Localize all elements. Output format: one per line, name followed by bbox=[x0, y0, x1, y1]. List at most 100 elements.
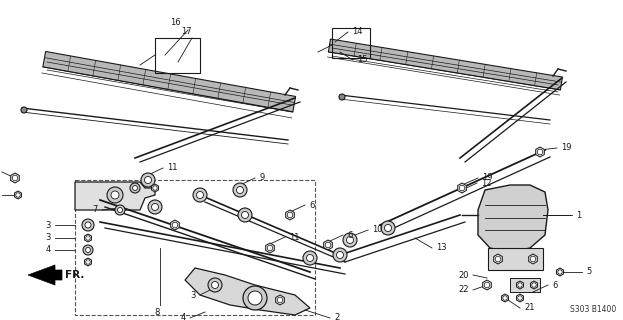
Polygon shape bbox=[43, 52, 296, 112]
Polygon shape bbox=[14, 191, 21, 199]
Circle shape bbox=[148, 200, 162, 214]
Bar bbox=[488, 248, 543, 270]
Text: 20: 20 bbox=[459, 270, 469, 279]
Circle shape bbox=[248, 291, 262, 305]
Text: 13: 13 bbox=[436, 244, 447, 252]
Circle shape bbox=[86, 236, 90, 240]
Text: 7: 7 bbox=[93, 205, 98, 214]
Circle shape bbox=[196, 191, 204, 198]
Circle shape bbox=[141, 173, 155, 187]
Text: 3: 3 bbox=[45, 220, 51, 229]
Text: 5: 5 bbox=[586, 268, 591, 276]
Circle shape bbox=[208, 278, 222, 292]
Bar bbox=[75, 180, 315, 315]
Circle shape bbox=[558, 270, 562, 274]
Polygon shape bbox=[151, 184, 158, 192]
Circle shape bbox=[21, 107, 27, 113]
Circle shape bbox=[532, 283, 536, 287]
Bar bbox=[155, 38, 200, 73]
Bar bbox=[510, 278, 540, 292]
Polygon shape bbox=[28, 265, 62, 285]
Polygon shape bbox=[516, 294, 523, 302]
Circle shape bbox=[503, 296, 507, 300]
Text: S303 B1400: S303 B1400 bbox=[570, 306, 616, 315]
Text: 3: 3 bbox=[45, 234, 51, 243]
Polygon shape bbox=[536, 147, 545, 157]
Polygon shape bbox=[275, 295, 284, 305]
Circle shape bbox=[151, 204, 158, 211]
Circle shape bbox=[333, 248, 347, 262]
Text: 6: 6 bbox=[552, 281, 558, 290]
Circle shape bbox=[484, 282, 490, 288]
Text: 14: 14 bbox=[352, 28, 363, 36]
Circle shape bbox=[267, 245, 273, 251]
Circle shape bbox=[133, 186, 138, 190]
Polygon shape bbox=[85, 258, 92, 266]
Polygon shape bbox=[529, 254, 537, 264]
Circle shape bbox=[518, 283, 522, 287]
Circle shape bbox=[459, 185, 465, 191]
Circle shape bbox=[339, 94, 345, 100]
Text: 9: 9 bbox=[259, 173, 264, 182]
Polygon shape bbox=[556, 268, 563, 276]
Polygon shape bbox=[531, 281, 538, 289]
Circle shape bbox=[153, 186, 157, 190]
Circle shape bbox=[12, 175, 17, 181]
Polygon shape bbox=[493, 254, 502, 264]
Polygon shape bbox=[516, 281, 523, 289]
Text: 1: 1 bbox=[576, 211, 581, 220]
Circle shape bbox=[384, 225, 391, 231]
Circle shape bbox=[325, 242, 331, 248]
Text: FR.: FR. bbox=[65, 270, 84, 280]
Circle shape bbox=[111, 191, 119, 199]
Circle shape bbox=[83, 245, 93, 255]
Polygon shape bbox=[478, 185, 548, 252]
Circle shape bbox=[303, 251, 317, 265]
Text: 2: 2 bbox=[334, 314, 340, 320]
Text: 16: 16 bbox=[169, 18, 180, 27]
Text: 11: 11 bbox=[167, 164, 178, 172]
Circle shape bbox=[242, 212, 249, 219]
Text: 12: 12 bbox=[481, 179, 492, 188]
Polygon shape bbox=[265, 243, 274, 253]
Circle shape bbox=[85, 222, 91, 228]
Text: 10: 10 bbox=[372, 226, 383, 235]
Text: 21: 21 bbox=[524, 303, 535, 313]
Polygon shape bbox=[171, 220, 179, 230]
Circle shape bbox=[307, 254, 313, 261]
Text: 3: 3 bbox=[191, 291, 196, 300]
Circle shape bbox=[16, 193, 20, 197]
Circle shape bbox=[107, 187, 123, 203]
Polygon shape bbox=[85, 234, 92, 242]
Text: 4: 4 bbox=[45, 245, 51, 254]
Text: 19: 19 bbox=[561, 143, 571, 153]
Text: 11: 11 bbox=[289, 233, 300, 242]
Circle shape bbox=[495, 256, 501, 262]
Circle shape bbox=[115, 205, 125, 215]
Text: 19: 19 bbox=[482, 173, 493, 182]
Polygon shape bbox=[328, 39, 563, 90]
Circle shape bbox=[145, 177, 151, 183]
Circle shape bbox=[82, 219, 94, 231]
Text: 6: 6 bbox=[309, 201, 315, 210]
Polygon shape bbox=[11, 173, 19, 183]
Circle shape bbox=[237, 187, 244, 194]
Circle shape bbox=[238, 208, 252, 222]
Polygon shape bbox=[75, 182, 155, 210]
Circle shape bbox=[118, 207, 123, 212]
Circle shape bbox=[346, 236, 353, 244]
Circle shape bbox=[86, 260, 90, 264]
Text: 6: 6 bbox=[347, 230, 353, 239]
Circle shape bbox=[193, 188, 207, 202]
Polygon shape bbox=[286, 210, 294, 220]
Polygon shape bbox=[185, 268, 310, 315]
Circle shape bbox=[530, 256, 536, 262]
Circle shape bbox=[85, 247, 90, 252]
Polygon shape bbox=[483, 280, 492, 290]
Text: 8: 8 bbox=[155, 308, 159, 317]
Text: 17: 17 bbox=[181, 27, 191, 36]
Polygon shape bbox=[324, 240, 332, 250]
Text: 4: 4 bbox=[181, 314, 186, 320]
Circle shape bbox=[537, 149, 543, 155]
Circle shape bbox=[518, 296, 522, 300]
